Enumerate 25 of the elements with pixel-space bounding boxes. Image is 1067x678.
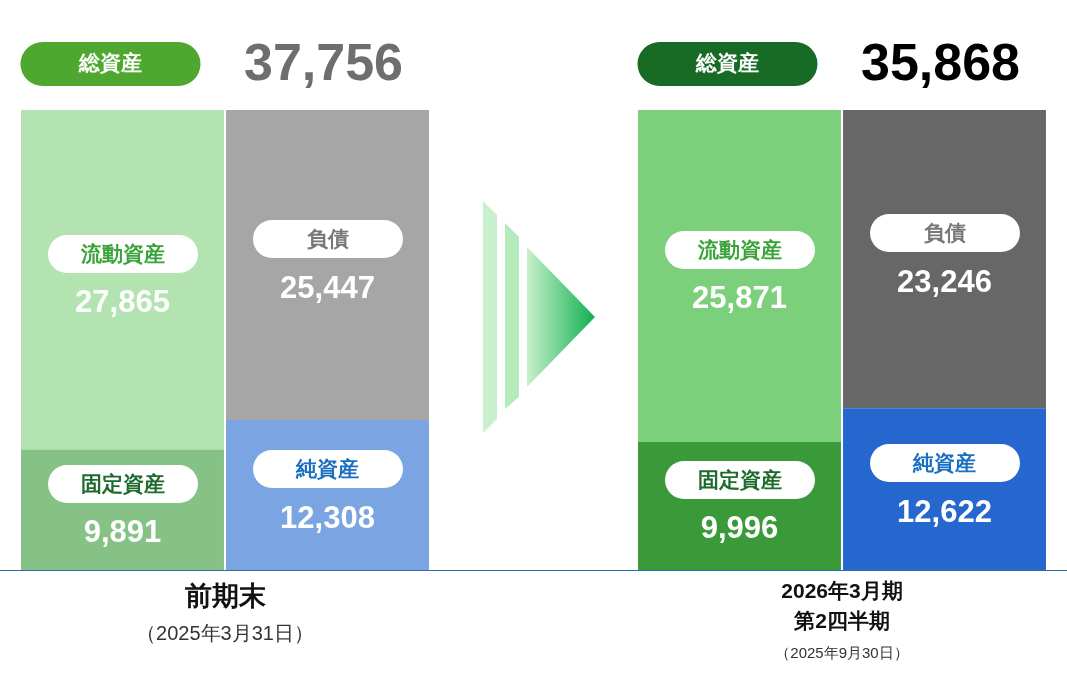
data-label: 12,622 [897,493,992,529]
series-label: 純資産 [296,456,359,482]
text: 総資産 [78,50,142,75]
series-label: 負債 [923,220,966,247]
text: （2025年9月30日） [775,644,909,662]
data-label: 27,865 [75,284,170,320]
data-label: 23,246 [897,263,992,299]
data-label: 9,891 [83,514,162,550]
series-label: 固定資産 [80,470,165,497]
data-label: 9,996 [700,510,779,546]
text: 総資産 [695,50,759,75]
data-label: 25,447 [280,269,375,305]
series-label: 純資産 [913,450,976,477]
text: 前期末 [183,581,266,612]
series-label: 流動資産 [697,236,782,263]
text: 第2四半期 [793,608,890,632]
total-label: 35,868 [860,33,1021,92]
text: （2025年3月31日） [136,621,314,644]
series-label: 固定資産 [697,466,782,493]
data-label: 12,308 [280,499,375,535]
series-label: 負債 [306,226,349,252]
data-label: 25,871 [692,280,787,316]
series-label: 流動資産 [80,240,165,267]
total-label: 37,756 [243,33,404,92]
text: 2026年3月期 [781,578,903,602]
